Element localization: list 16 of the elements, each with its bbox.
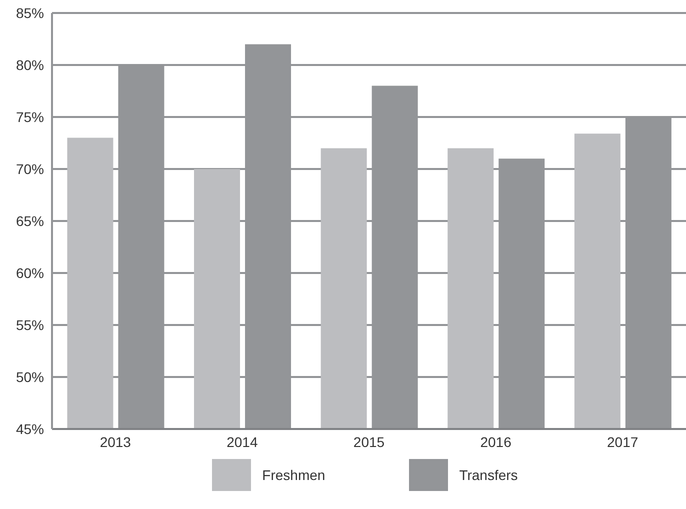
x-tick-label: 2014 <box>226 434 258 450</box>
y-tick-label: 65% <box>16 212 44 229</box>
x-tick-label: 2016 <box>480 434 512 450</box>
y-tick-label: 85% <box>16 4 44 21</box>
y-tick-label: 50% <box>16 368 44 385</box>
y-tick-label: 75% <box>16 108 44 125</box>
legend-label: Transfers <box>459 467 518 483</box>
y-tick-label: 70% <box>16 160 44 177</box>
y-tick-label: 55% <box>16 316 44 333</box>
x-tick-label: 2013 <box>100 434 132 450</box>
legend-label: Freshmen <box>262 467 326 483</box>
y-tick-label: 60% <box>16 264 44 281</box>
x-tick-label: 2015 <box>353 434 385 450</box>
y-tick-label: 80% <box>16 56 44 73</box>
x-tick-label: 2017 <box>607 434 638 450</box>
y-tick-label: 45% <box>16 420 44 437</box>
